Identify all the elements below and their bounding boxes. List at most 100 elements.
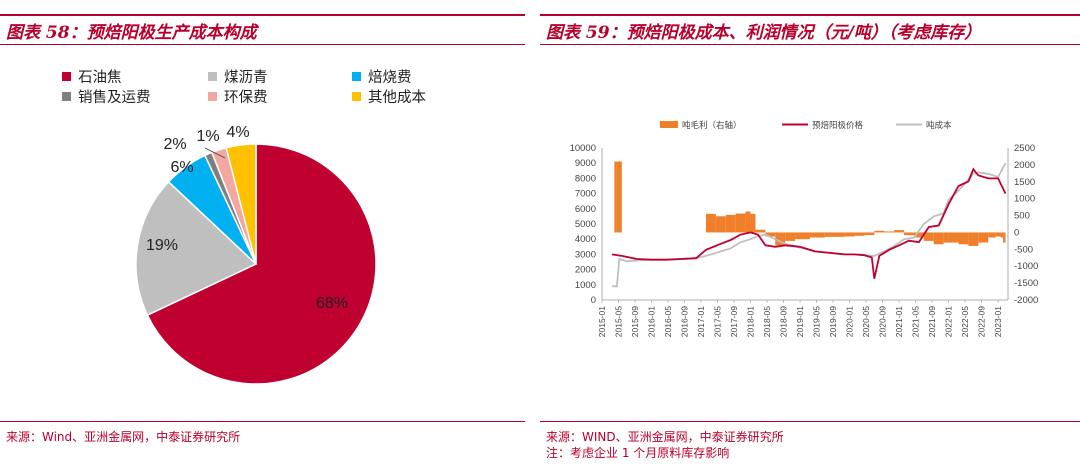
margin-bar bbox=[884, 231, 895, 233]
x-tick-label: 2022-05 bbox=[960, 306, 970, 337]
y-right-tick: 1500 bbox=[1014, 177, 1035, 188]
right-title-bar: 图表 59：预焙阳极成本、利润情况（元/吨）（考虑库存） bbox=[540, 14, 1080, 45]
pie-label-0: 68% bbox=[316, 295, 348, 312]
y-left-tick: 7000 bbox=[575, 189, 596, 200]
x-tick-label: 2016-01 bbox=[647, 306, 657, 337]
legend-label: 环保费 bbox=[224, 90, 268, 106]
right-footer: 来源：WIND、亚洲金属网，中泰证券研究所 注：考虑企业 1 个月原料库存影响 bbox=[540, 421, 1080, 460]
legend-label: 煤沥青 bbox=[224, 70, 268, 86]
y-right-tick: 1000 bbox=[1014, 194, 1035, 205]
x-tick-label: 2016-09 bbox=[680, 306, 690, 337]
x-tick-label: 2021-05 bbox=[911, 306, 921, 337]
y-left-tick: 3000 bbox=[575, 249, 596, 260]
x-tick-label: 2017-09 bbox=[729, 306, 739, 337]
legend-swatch bbox=[352, 92, 361, 101]
margin-bar bbox=[725, 214, 736, 233]
x-tick-label: 2015-05 bbox=[614, 306, 624, 337]
pie-slice-0 bbox=[146, 143, 377, 385]
legend-item-petcoke: 石油焦 bbox=[62, 66, 122, 87]
y-right-tick: 2500 bbox=[1014, 143, 1035, 154]
margin-bar bbox=[614, 161, 617, 233]
right-note: 注：考虑企业 1 个月原料库存影响 bbox=[546, 446, 730, 460]
x-tick-label: 2018-05 bbox=[762, 306, 772, 337]
left-source: 来源：Wind、亚洲金属网，中泰证券研究所 bbox=[6, 430, 241, 444]
legend-swatch bbox=[62, 92, 71, 101]
legend-item-env: 环保费 bbox=[208, 86, 268, 107]
y-left-tick: 4000 bbox=[575, 234, 596, 245]
legend-label-price: 预焙阳极价格 bbox=[812, 120, 864, 130]
margin-bar bbox=[958, 232, 969, 245]
y-right-tick: 0 bbox=[1014, 227, 1019, 238]
margin-bar bbox=[705, 213, 716, 233]
legend-label-margin: 吨毛利（右轴） bbox=[682, 120, 742, 130]
margin-bar bbox=[785, 232, 796, 241]
right-source: 来源：WIND、亚洲金属网，中泰证券研究所 bbox=[546, 430, 784, 444]
y-right-tick: -1500 bbox=[1014, 278, 1038, 289]
margin-bar bbox=[874, 230, 885, 233]
margin-bar bbox=[995, 232, 1001, 237]
pie-label-2: 6% bbox=[170, 159, 193, 176]
margin-bar bbox=[988, 232, 996, 238]
legend-label: 销售及运费 bbox=[78, 90, 151, 106]
margin-bar bbox=[904, 232, 914, 236]
x-tick-label: 2018-01 bbox=[746, 306, 756, 337]
left-title-bar: 图表 58：预焙阳极生产成本构成 bbox=[0, 14, 525, 45]
margin-bar bbox=[894, 230, 905, 233]
margin-bar bbox=[765, 232, 776, 237]
margin-bar bbox=[745, 211, 751, 233]
margin-bar bbox=[933, 232, 944, 245]
margin-bar bbox=[854, 232, 865, 236]
y-left-tick: 1000 bbox=[575, 280, 596, 291]
cost-line bbox=[611, 162, 1007, 288]
left-panel: 图表 58：预焙阳极生产成本构成 石油焦 煤沥青 焙烧费 销售及运费 环保费 其… bbox=[0, 0, 525, 464]
y-left-tick: 8000 bbox=[575, 173, 596, 184]
left-chart-title: 图表 58：预焙阳极生产成本构成 bbox=[6, 23, 257, 43]
x-tick-label: 2017-01 bbox=[696, 306, 706, 337]
x-tick-label: 2020-01 bbox=[845, 306, 855, 337]
x-tick-label: 2015-09 bbox=[630, 306, 640, 337]
margin-bar bbox=[824, 232, 845, 237]
margin-bar bbox=[1003, 232, 1006, 243]
pie-label-3: 1% bbox=[196, 128, 219, 145]
legend-item-fuel: 焙烧费 bbox=[352, 66, 412, 87]
margin-bar bbox=[968, 232, 979, 246]
margin-bar bbox=[715, 216, 726, 233]
x-tick-label: 2021-01 bbox=[894, 306, 904, 337]
x-tick-label: 2021-09 bbox=[927, 306, 937, 337]
margin-bar bbox=[978, 232, 989, 243]
pie-slice-1 bbox=[135, 180, 258, 317]
legend-swatch-margin bbox=[660, 121, 678, 128]
margin-bar bbox=[795, 232, 810, 240]
margin-bar bbox=[735, 213, 746, 233]
x-tick-label: 2016-05 bbox=[663, 306, 673, 337]
x-tick-label: 2020-09 bbox=[878, 306, 888, 337]
margin-bar bbox=[948, 232, 959, 243]
legend-swatch bbox=[208, 72, 217, 81]
margin-bar bbox=[864, 232, 875, 236]
pie-chart: 68% 19% 6%1% 2% 4% bbox=[135, 124, 377, 385]
margin-bar bbox=[1000, 232, 1004, 238]
x-tick-label: 2019-09 bbox=[828, 306, 838, 337]
x-tick-label: 2015-01 bbox=[597, 306, 607, 337]
margin-chart: 吨毛利（右轴） 预焙阳极价格 吨成本010002000300040005000600… bbox=[570, 120, 1039, 337]
y-right-tick: -2000 bbox=[1014, 295, 1038, 306]
margin-bar bbox=[943, 232, 949, 243]
legend-item-sales: 销售及运费 bbox=[62, 86, 151, 107]
margin-bar bbox=[913, 232, 924, 238]
right-panel: 图表 59：预焙阳极成本、利润情况（元/吨）（考虑库存） 吨毛利（右轴） 预焙阳极… bbox=[540, 0, 1080, 464]
chart-legend: 吨毛利（右轴） 预焙阳极价格 吨成本 bbox=[660, 120, 952, 130]
legend-label: 其他成本 bbox=[368, 90, 426, 106]
y-left-tick: 0 bbox=[591, 295, 596, 306]
x-tick-label: 2023-01 bbox=[993, 306, 1003, 337]
margin-bar bbox=[775, 232, 786, 246]
x-tick-label: 2022-09 bbox=[977, 306, 987, 337]
y-left-tick: 2000 bbox=[575, 265, 596, 276]
pie-label-1: 19% bbox=[146, 237, 178, 254]
margin-bar bbox=[750, 213, 756, 233]
y-left-tick: 6000 bbox=[575, 204, 596, 215]
legend-swatch bbox=[208, 92, 217, 101]
y-left-tick: 9000 bbox=[575, 158, 596, 169]
x-tick-label: 2019-01 bbox=[795, 306, 805, 337]
pie-label-4: 2% bbox=[163, 136, 186, 153]
margin-bar bbox=[923, 232, 934, 241]
